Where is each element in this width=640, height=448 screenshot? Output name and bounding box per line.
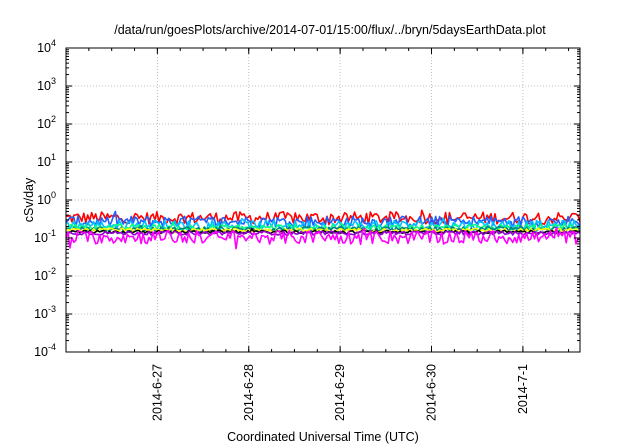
y-tick-label: 10-3: [34, 304, 56, 321]
y-tick-label: 102: [37, 114, 56, 131]
x-axis-label: Coordinated Universal Time (UTC): [227, 430, 419, 444]
y-tick-label: 103: [37, 76, 56, 93]
y-tick-label: 10-4: [34, 342, 56, 359]
y-tick-label: 100: [37, 190, 56, 207]
grid-lines: [66, 48, 580, 352]
x-tick-label: 2014-6-27: [150, 364, 164, 421]
y-tick-label: 10-1: [34, 228, 56, 245]
series-line: [65, 209, 581, 226]
y-axis-label: cSv/day: [22, 177, 36, 222]
x-tick-label: 2014-6-29: [333, 364, 347, 421]
x-tick-label: 2014-7-1: [516, 364, 530, 414]
plot-frame: [65, 47, 581, 353]
x-tick-label: 2014-6-30: [425, 364, 439, 421]
series-line: [65, 224, 581, 233]
series-line: [65, 226, 581, 250]
y-tick-label: 101: [37, 152, 56, 169]
y-tick-label: 104: [37, 38, 56, 55]
y-axis: 10-4 10-3 10-2 10-1 100 101 102 103 104: [34, 38, 580, 359]
x-axis: 2014-6-27 2014-6-28 2014-6-29 2014-6-30 2014…: [65, 48, 570, 421]
chart-title: /data/run/goesPlots/archive/2014-07-01/1…: [114, 23, 546, 37]
series-layer: [65, 209, 581, 250]
x-tick-label: 2014-6-28: [242, 364, 256, 421]
y-tick-label: 10-2: [34, 266, 56, 283]
